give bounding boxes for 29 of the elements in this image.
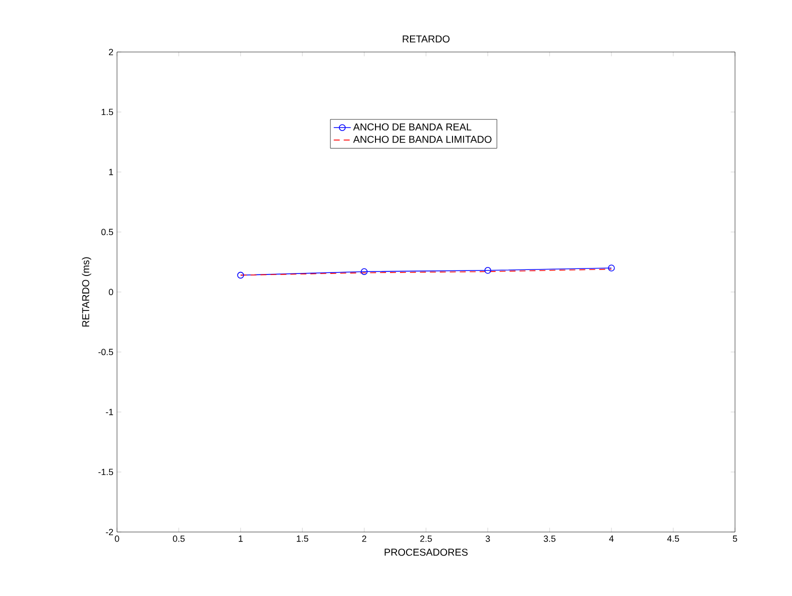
x-tick-label: 3.5 <box>544 536 556 542</box>
x-tick-label: 0.5 <box>172 536 185 542</box>
x-tick-label: 0 <box>114 536 120 542</box>
point <box>360 268 368 275</box>
legend-label: ANCHO DE BANDA LIMITADO <box>353 136 492 143</box>
y-tick-label: 1 <box>109 168 114 176</box>
x-tick-label: 4 <box>609 536 614 542</box>
point <box>484 267 492 274</box>
y-tick-label: 0 <box>108 288 114 296</box>
x-tick-label: 4.5 <box>667 536 680 542</box>
y-tick-label: -1.5 <box>98 468 114 476</box>
x-axis-title: PROCESADORES <box>384 548 468 556</box>
y-tick-label: -2 <box>106 528 114 536</box>
y-tick-label: -1 <box>106 408 114 416</box>
x-tick-label: 2 <box>362 536 366 542</box>
legend-label: ANCHO DE BANDA REAL <box>353 123 472 130</box>
y-tick-label: -0.5 <box>98 348 114 356</box>
x-tick-label: 2.5 <box>420 536 432 542</box>
point <box>237 272 244 279</box>
y-axis-title: RETARDO (ms) <box>82 257 92 327</box>
x-tick-label: 1 <box>238 536 243 542</box>
x-tick-label: 3 <box>486 536 490 542</box>
y-tick-label: 1.5 <box>102 108 114 116</box>
y-tick-label: 2 <box>108 48 114 56</box>
x-tick-label: 5 <box>732 536 738 542</box>
chart-title: RETARDO <box>402 35 450 42</box>
point <box>608 264 615 272</box>
y-tick-label: 0.5 <box>101 228 114 236</box>
x-tick-label: 1.5 <box>296 536 308 542</box>
